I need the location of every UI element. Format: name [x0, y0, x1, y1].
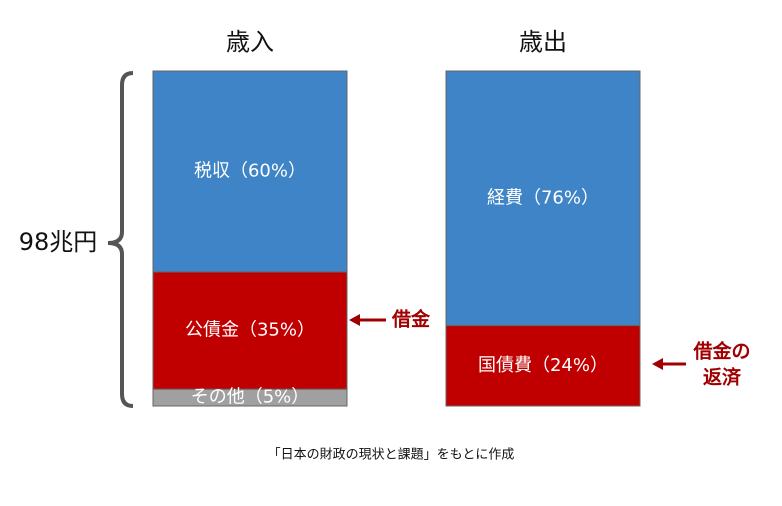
total-label: 98兆円: [19, 228, 98, 256]
value-label: （24%）: [532, 355, 608, 376]
segment-label: 経費（76%）: [487, 187, 599, 208]
chart-title: 歳入: [226, 28, 274, 56]
segment-label: 税収（60%）: [194, 161, 306, 182]
annotation: 借金の: [692, 340, 750, 363]
annotation: 返済: [703, 366, 742, 389]
series-name: その他: [191, 387, 245, 408]
series-name: 公債金: [185, 320, 239, 341]
bar-segment: [152, 70, 348, 273]
series-name: 税収: [194, 161, 230, 182]
bar-segment: [445, 325, 641, 407]
segment-label: その他（5%）: [191, 387, 310, 408]
source-note: 「日本の財政の現状と課題」をもとに作成: [268, 447, 515, 463]
value-label: （76%）: [523, 187, 599, 208]
bar-segment: [152, 271, 348, 390]
chart-title: 歳出: [519, 28, 567, 56]
brace: [107, 71, 134, 408]
annotation: 借金: [391, 308, 431, 331]
segment-label: 公債金（35%）: [185, 320, 315, 341]
bar-segment: [152, 388, 348, 407]
series-name: 経費: [487, 187, 523, 208]
series-name: 国債費: [478, 355, 532, 376]
value-label: （60%）: [230, 161, 306, 182]
segment-label: 国債費（24%）: [478, 355, 608, 376]
bar-segment: [445, 70, 641, 327]
arrow-head: [349, 314, 360, 326]
arrow-head: [652, 358, 663, 370]
value-label: （5%）: [245, 387, 310, 408]
value-label: （35%）: [239, 320, 315, 341]
